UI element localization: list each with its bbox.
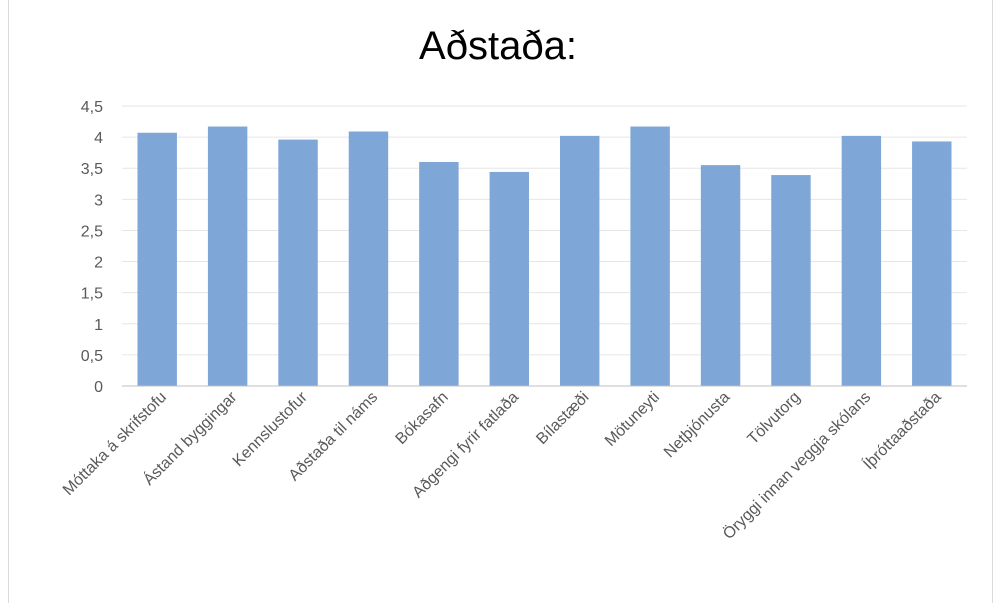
chart-title: Aðstaða: bbox=[419, 24, 577, 68]
y-tick-label: 4 bbox=[94, 130, 103, 147]
y-tick-label: 3 bbox=[94, 192, 103, 209]
y-tick-label: 1 bbox=[94, 317, 103, 334]
x-tick-label: Netþjónusta bbox=[661, 389, 733, 461]
x-tick-label: Mötuneyti bbox=[602, 389, 663, 450]
bar bbox=[559, 135, 600, 386]
chart-frame bbox=[8, 0, 993, 603]
x-tick-label: Öryggi innan veggja skólans bbox=[719, 388, 874, 543]
x-tick-label: Bókasafn bbox=[393, 389, 452, 448]
bar bbox=[771, 175, 811, 386]
bar bbox=[419, 162, 459, 386]
x-tick-label: Bílastæði bbox=[533, 389, 592, 448]
bar bbox=[700, 165, 741, 386]
y-tick-label: 1,5 bbox=[81, 286, 103, 303]
y-tick-label: 4,5 bbox=[81, 99, 103, 116]
y-tick-labels: 0 0,5 1 1,5 2 2,5 3 3,5 4 4,5 bbox=[81, 99, 103, 396]
bar bbox=[207, 126, 248, 387]
y-tick-label: 0 bbox=[94, 379, 103, 396]
bar bbox=[841, 135, 882, 386]
bar bbox=[630, 126, 670, 387]
bar bbox=[278, 139, 318, 386]
gridlines bbox=[122, 105, 967, 356]
bar bbox=[137, 132, 177, 386]
x-tick-label: Tölvutorg bbox=[745, 389, 804, 448]
y-tick-label: 2 bbox=[94, 255, 103, 272]
y-tick-label: 0,5 bbox=[81, 348, 103, 365]
bar bbox=[489, 171, 530, 386]
bar bbox=[912, 141, 952, 386]
y-tick-label: 2,5 bbox=[81, 223, 103, 240]
y-tick-label: 3,5 bbox=[81, 161, 103, 178]
bar bbox=[348, 131, 389, 386]
bars bbox=[137, 126, 952, 387]
